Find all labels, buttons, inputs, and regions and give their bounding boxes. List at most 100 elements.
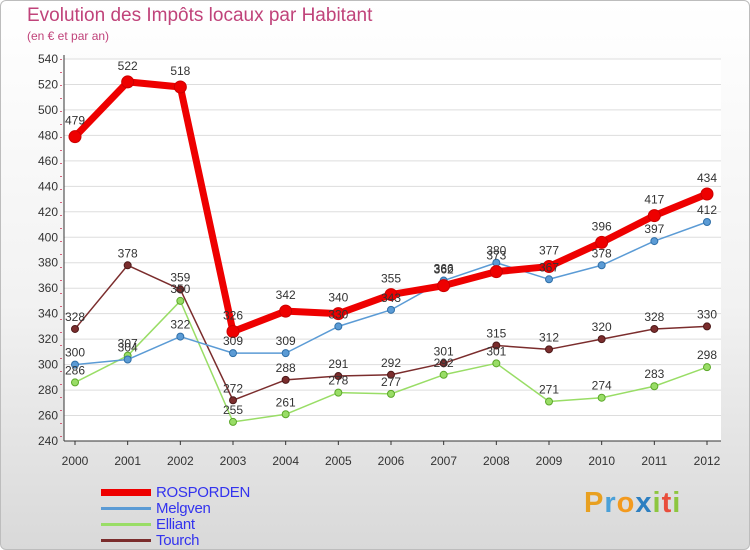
- data-point-rosporden: [121, 75, 135, 89]
- logo-letter: i: [672, 487, 682, 519]
- data-label-elliant: 301: [486, 344, 506, 358]
- data-point-rosporden: [173, 80, 187, 94]
- data-label-elliant: 307: [118, 337, 138, 351]
- data-point-tourch: [439, 359, 448, 368]
- data-label-tourch: 272: [223, 381, 243, 395]
- y-tick-label: 460: [38, 154, 58, 168]
- data-point-melgven: [176, 332, 185, 341]
- data-point-melgven: [597, 261, 606, 270]
- y-tick-label: 300: [38, 358, 58, 372]
- legend-swatch-elliant: [101, 523, 151, 526]
- legend-swatch-melgven: [101, 507, 151, 510]
- data-label-melgven: 304: [118, 341, 138, 355]
- data-label-elliant: 271: [539, 383, 559, 397]
- chart-subtitle: (en € et par an): [27, 29, 110, 43]
- data-label-melgven: 397: [644, 222, 664, 236]
- data-point-rosporden: [437, 279, 451, 293]
- data-point-elliant: [650, 382, 659, 391]
- x-tick-label: 2011: [641, 454, 667, 468]
- data-label-rosporden: 518: [170, 64, 190, 78]
- data-label-rosporden: 373: [486, 249, 506, 263]
- data-label-rosporden: 417: [644, 193, 664, 207]
- x-tick-label: 2001: [114, 454, 141, 468]
- logo-letter: i: [652, 487, 662, 519]
- data-label-tourch: 328: [65, 310, 85, 324]
- y-tick-label: 360: [38, 281, 58, 295]
- data-point-elliant: [703, 363, 711, 372]
- data-point-tourch: [281, 375, 290, 384]
- data-label-tourch: 292: [381, 356, 401, 370]
- proxiti-logo: Proxiti: [584, 487, 681, 520]
- y-tick-label: 420: [38, 205, 58, 219]
- data-point-tourch: [334, 372, 343, 381]
- data-point-tourch: [387, 370, 395, 379]
- data-label-tourch: 320: [592, 320, 612, 334]
- data-point-tourch: [176, 285, 185, 294]
- data-label-melgven: 380: [486, 244, 506, 258]
- y-tick-label: 280: [38, 383, 58, 397]
- legend-swatch-tourch: [101, 539, 151, 542]
- data-label-rosporden: 522: [118, 59, 138, 73]
- data-label-melgven: 343: [381, 291, 401, 305]
- data-label-tourch: 328: [644, 310, 664, 324]
- data-label-rosporden: 355: [381, 272, 401, 286]
- data-label-rosporden: 362: [434, 263, 454, 277]
- data-label-elliant: 350: [170, 282, 190, 296]
- y-tick-label: 440: [38, 179, 58, 193]
- logo-letter: r: [604, 487, 617, 519]
- x-tick-label: 2003: [220, 454, 247, 468]
- data-label-rosporden: 377: [539, 244, 559, 258]
- logo-letter: P: [584, 487, 605, 519]
- x-tick-label: 2012: [694, 454, 721, 468]
- data-label-elliant: 261: [276, 395, 296, 409]
- y-tick-label: 500: [38, 103, 58, 117]
- legend-label-rosporden: ROSPORDEN: [156, 484, 250, 501]
- data-point-melgven: [545, 275, 553, 284]
- data-point-melgven: [703, 217, 711, 226]
- y-tick-label: 380: [38, 256, 58, 270]
- data-label-tourch: 378: [118, 246, 138, 260]
- data-label-tourch: 312: [539, 330, 559, 344]
- data-point-rosporden: [700, 187, 714, 201]
- logo-letter: o: [616, 487, 636, 519]
- data-point-melgven: [281, 349, 290, 358]
- data-point-tourch: [545, 345, 553, 354]
- data-label-elliant: 298: [697, 348, 717, 362]
- data-point-tourch: [650, 324, 659, 333]
- y-tick-label: 260: [38, 409, 58, 423]
- y-tick-label: 340: [38, 307, 58, 321]
- data-label-rosporden: 340: [328, 291, 348, 305]
- data-point-rosporden: [279, 304, 293, 318]
- data-label-rosporden: 342: [276, 288, 296, 302]
- logo-letter: x: [635, 487, 653, 519]
- data-point-elliant: [71, 378, 79, 387]
- legend-label-melgven: Melgven: [156, 500, 211, 517]
- y-tick-label: 540: [38, 52, 58, 66]
- data-point-elliant: [492, 359, 501, 368]
- data-point-rosporden: [542, 260, 556, 274]
- data-point-rosporden: [68, 130, 82, 144]
- data-label-elliant: 277: [381, 375, 401, 389]
- data-label-rosporden: 326: [223, 308, 243, 322]
- x-tick-label: 2002: [167, 454, 194, 468]
- data-point-rosporden: [647, 209, 661, 223]
- data-label-tourch: 330: [697, 307, 717, 321]
- data-point-tourch: [703, 322, 711, 331]
- data-point-elliant: [334, 388, 343, 397]
- data-label-tourch: 301: [434, 344, 454, 358]
- data-label-rosporden: 434: [697, 171, 717, 185]
- x-tick-label: 2000: [62, 454, 89, 468]
- data-label-elliant: 283: [644, 367, 664, 381]
- data-label-tourch: 291: [328, 357, 348, 371]
- data-point-rosporden: [331, 307, 345, 321]
- data-point-elliant: [229, 417, 237, 426]
- y-tick-label: 400: [38, 230, 58, 244]
- data-label-elliant: 274: [592, 379, 612, 393]
- x-tick-label: 2007: [430, 454, 457, 468]
- data-point-tourch: [492, 341, 501, 350]
- data-label-elliant: 255: [223, 403, 243, 417]
- data-label-melgven: 378: [592, 246, 612, 260]
- data-point-melgven: [334, 322, 343, 331]
- data-point-melgven: [123, 355, 132, 364]
- data-label-melgven: 330: [328, 307, 348, 321]
